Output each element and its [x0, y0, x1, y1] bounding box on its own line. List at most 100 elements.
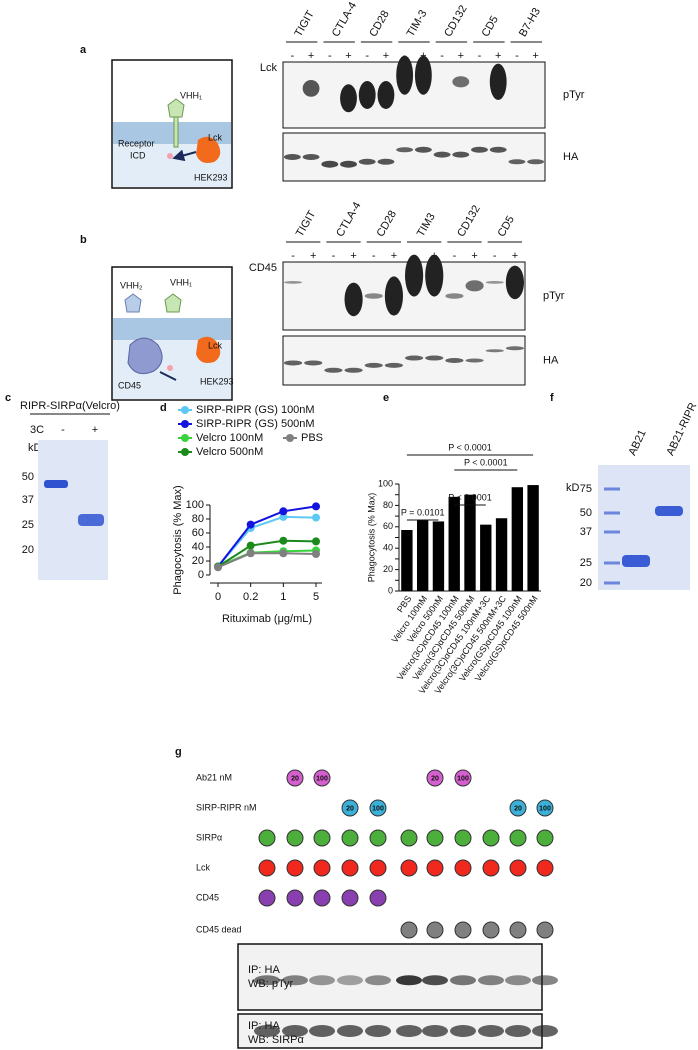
series-line — [217, 505, 317, 568]
blot-label: IP: HA — [248, 964, 280, 976]
annotation: P < 0.0001 — [448, 492, 492, 502]
band — [284, 281, 303, 284]
condition-dot — [286, 889, 304, 907]
band — [445, 293, 464, 299]
blot — [282, 261, 526, 331]
band — [505, 346, 524, 351]
band — [384, 362, 403, 368]
blot — [282, 61, 546, 129]
band — [340, 84, 357, 113]
marker-label: 37 — [580, 526, 592, 538]
dot-label: 20 — [431, 775, 439, 782]
point — [312, 550, 320, 558]
band — [365, 1025, 391, 1037]
blot-label: pTyr — [563, 89, 585, 101]
y-tick-label: 40 — [192, 541, 204, 553]
condition-dot — [509, 799, 527, 817]
band — [445, 358, 464, 363]
y-tick-label: 0 — [198, 569, 204, 581]
condition-dot — [341, 829, 359, 847]
band — [365, 975, 391, 986]
band — [396, 1025, 422, 1037]
y-tick-label: 100 — [378, 478, 393, 488]
condition-dot — [536, 829, 554, 847]
blot-label: HA — [543, 354, 559, 366]
band — [532, 975, 558, 986]
bar — [464, 494, 476, 591]
condition-dot — [426, 921, 444, 939]
point — [312, 513, 320, 522]
condition-dot — [536, 921, 554, 939]
band — [485, 349, 504, 353]
sign: + — [532, 50, 538, 62]
band — [324, 367, 343, 373]
condition-label: 3C — [30, 424, 44, 436]
band — [254, 1025, 280, 1037]
marker-label: 50 — [580, 507, 592, 519]
panel-label: c — [5, 392, 11, 404]
band — [505, 975, 531, 986]
condition-dot — [426, 859, 444, 877]
condition-dot — [313, 889, 331, 907]
band — [396, 147, 414, 153]
series-line — [217, 539, 317, 568]
band — [405, 355, 424, 361]
y-tick-label: 80 — [192, 513, 204, 525]
band — [422, 1025, 448, 1037]
legend-label: Velcro 100nM — [196, 432, 263, 444]
blot-label: HA — [563, 151, 579, 163]
band — [414, 55, 432, 95]
y-axis-label: Phagocytosis (% Max) — [172, 485, 184, 594]
sign: + — [383, 50, 389, 62]
bar — [432, 521, 445, 591]
point — [246, 549, 255, 558]
ladder-band — [604, 511, 620, 515]
band — [422, 975, 448, 986]
condition-dot — [454, 859, 472, 877]
band — [344, 367, 363, 373]
annotation: P < 0.0001 — [448, 442, 492, 452]
band — [396, 975, 422, 986]
condition-dot — [426, 829, 444, 847]
sign: + — [310, 250, 316, 262]
band — [78, 514, 104, 526]
lane-label: B7-H3 — [517, 6, 543, 39]
dot-label: 20 — [291, 775, 299, 782]
bar — [401, 530, 413, 591]
x-tick-label: 5 — [313, 591, 319, 603]
ladder-band — [604, 561, 620, 565]
bar — [511, 487, 524, 591]
condition-label: Lck — [260, 62, 278, 74]
panel-label: g — [175, 746, 182, 758]
sign: - — [328, 50, 332, 62]
x-tick-label: 0.2 — [243, 591, 258, 603]
band — [254, 975, 280, 986]
band — [450, 1025, 476, 1037]
condition-dot — [286, 769, 304, 787]
ladder-band — [604, 530, 620, 534]
sign: - — [515, 50, 519, 62]
lane-label: AB21 — [626, 428, 648, 457]
schematic-label: VHH₂ — [120, 280, 143, 290]
gel — [38, 440, 108, 580]
band — [321, 160, 339, 168]
condition-dot — [509, 829, 527, 847]
condition-dot — [454, 769, 472, 787]
lane-label: TIM-3 — [405, 8, 430, 39]
point — [214, 563, 222, 572]
row-label: SIRP-RIPR nM — [196, 802, 257, 812]
annotation: P = 0.0101 — [401, 507, 445, 517]
row-label: SIRPα — [196, 832, 222, 842]
marker-label: 50 — [22, 471, 34, 483]
sign: - — [478, 50, 482, 62]
band — [304, 360, 323, 366]
sign: + — [345, 50, 351, 62]
sign: + — [350, 250, 356, 262]
condition-dot — [454, 921, 472, 939]
band — [471, 146, 488, 153]
ladder-band — [604, 487, 620, 491]
panel-label: f — [550, 392, 554, 404]
condition-dot — [341, 889, 359, 907]
band — [505, 265, 524, 300]
lane-label: AB21-RIPR — [664, 401, 698, 458]
